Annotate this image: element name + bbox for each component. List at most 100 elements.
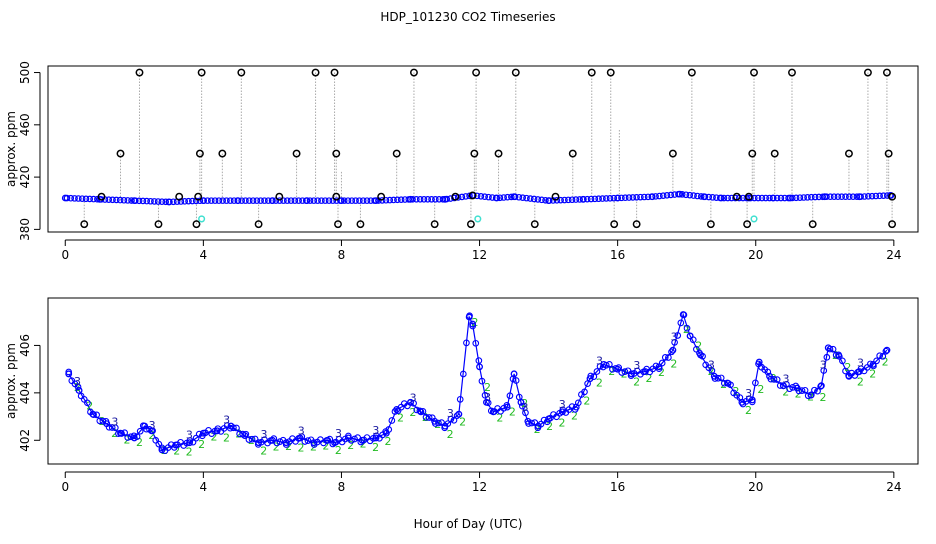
bottom-y-axis-label: approx. ppm <box>4 343 18 419</box>
top-y-tick-label: 500 <box>18 61 32 84</box>
baseline-sample-point <box>105 196 113 203</box>
baseline-sample-point <box>542 196 549 204</box>
bottom-x-tick-label: 20 <box>748 480 763 494</box>
baseline-key-point <box>61 194 69 202</box>
baseline-key-point <box>545 197 552 205</box>
baseline-sample-point <box>264 197 272 204</box>
bottom-x-tick-label: 16 <box>610 480 625 494</box>
count-label-3: 3 <box>857 357 864 370</box>
baseline-sample-point <box>849 193 857 201</box>
mean-data-point <box>483 398 490 406</box>
top-x-tick-label: 4 <box>200 248 208 262</box>
bottom-x-tick-label: 0 <box>61 480 69 494</box>
count-label-2: 2 <box>148 429 155 442</box>
baseline-sample-point <box>504 193 511 201</box>
baseline-sample-point <box>390 196 397 204</box>
mean-data-point <box>407 398 414 406</box>
top-y-tick-label: 460 <box>18 113 32 136</box>
mean-data-point <box>545 415 553 423</box>
count-label-2: 2 <box>335 444 342 457</box>
count-label-3: 3 <box>149 419 156 432</box>
count-label-2: 2 <box>372 441 379 454</box>
baseline-sample-point <box>432 196 439 203</box>
mean-sample-point <box>804 392 812 400</box>
baseline-outlier-point <box>194 192 203 201</box>
top-axes: 0 4 8 12 16 20 24 380 420 460 500 <box>18 61 901 262</box>
mean-sample-point <box>522 409 529 417</box>
baseline-sample-point <box>530 195 538 203</box>
high-spike-point <box>197 68 206 77</box>
bottom-x-tick-label: 4 <box>200 480 208 494</box>
baseline-outlier-point <box>468 191 477 200</box>
mean-sample-point <box>661 354 669 361</box>
baseline-sample-point <box>378 197 386 204</box>
baseline-outlier-point <box>332 192 341 201</box>
count-label-2: 2 <box>646 372 653 385</box>
baseline-sample-point <box>880 192 887 199</box>
low-spike-point <box>356 220 365 229</box>
baseline-sample-point <box>489 194 496 201</box>
baseline-sample-point <box>310 197 318 204</box>
baseline-sample-point <box>872 192 880 200</box>
top-plot-area <box>61 68 897 229</box>
baseline-sample-point <box>352 197 359 204</box>
count-label-2: 2 <box>820 391 827 404</box>
baseline-key-point <box>676 190 684 198</box>
mean-sample-point <box>801 386 809 394</box>
high-spike-point <box>511 68 520 77</box>
baseline-outlier-point <box>888 192 897 201</box>
count-label-2: 2 <box>757 383 764 396</box>
low-spike-point <box>154 220 163 229</box>
low-spike-point <box>808 220 817 229</box>
count-label-2: 2 <box>223 431 230 444</box>
count-label-3: 3 <box>559 398 566 411</box>
baseline-key-point <box>372 197 380 205</box>
count-label-3: 3 <box>223 413 230 426</box>
baseline-sample-point <box>299 197 306 204</box>
mean-data-point <box>600 360 608 368</box>
mean-data-point <box>855 368 863 375</box>
baseline-key-point <box>614 194 622 202</box>
baseline-key-point <box>199 197 207 205</box>
baseline-sample-point <box>743 194 751 202</box>
count-label-3: 3 <box>186 429 193 442</box>
count-label-2: 2 <box>583 395 590 408</box>
mean-sample-point <box>776 382 784 389</box>
mean-data-point <box>679 311 687 319</box>
baseline-sample-point <box>75 195 82 202</box>
baseline-sample-point <box>71 195 78 202</box>
mean-data-point <box>586 375 594 383</box>
mean-sample-point <box>832 351 840 359</box>
baseline-key-point <box>165 198 173 206</box>
baseline-sample-point <box>340 197 348 204</box>
baseline-sample-point <box>690 192 697 199</box>
mean-sample-point <box>882 347 890 355</box>
high-spike-point <box>392 149 401 158</box>
count-label-2: 2 <box>198 438 205 451</box>
mean-data-point <box>141 422 149 430</box>
baseline-key-point <box>130 197 138 205</box>
baseline-sample-point <box>348 197 356 204</box>
mean-data-point <box>310 439 318 447</box>
baseline-sample-point <box>124 197 132 204</box>
mean-data-point <box>738 398 746 406</box>
baseline-sample-point <box>637 193 644 201</box>
baseline-sample-point <box>853 193 861 201</box>
baseline-sample-point <box>86 195 94 203</box>
baseline-sample-point <box>424 196 432 203</box>
baseline-key-point <box>510 193 518 201</box>
mean-sample-point <box>714 374 722 382</box>
count-label-3: 3 <box>596 354 603 367</box>
baseline-sample-point <box>211 197 219 204</box>
baseline-sample-point <box>181 198 189 205</box>
baseline-sample-point <box>804 194 811 201</box>
mean-sample-point <box>270 435 278 442</box>
mean-data-point <box>103 420 111 428</box>
mean-sample-point <box>410 399 417 407</box>
count-label-3: 3 <box>74 375 81 388</box>
baseline-sample-point <box>116 196 124 204</box>
baseline-sample-point <box>485 193 492 201</box>
high-spike-point <box>330 68 339 77</box>
mean-data-point <box>869 360 877 368</box>
